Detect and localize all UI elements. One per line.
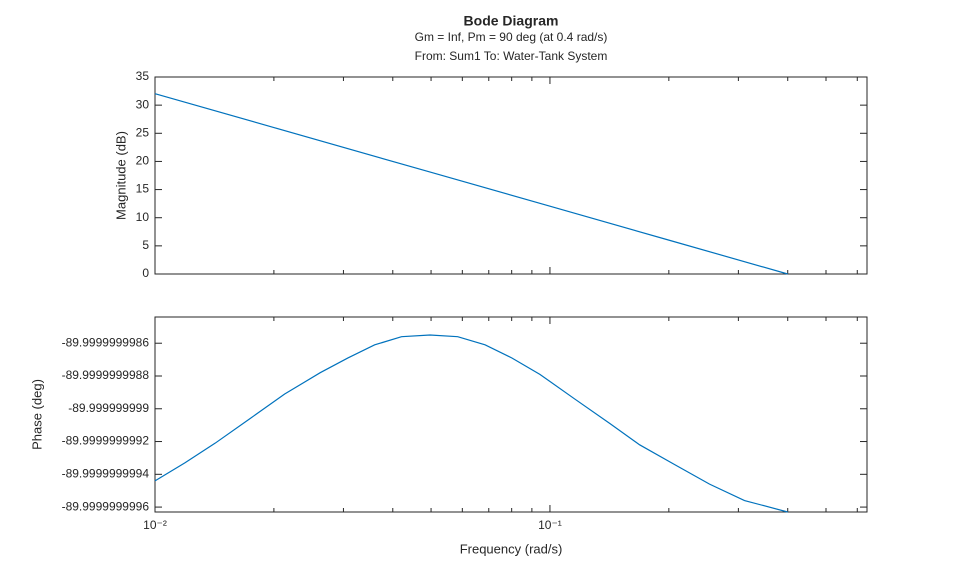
y-tick-label: -89.9999999992 [62, 434, 150, 448]
y-axis-label: Magnitude (dB) [113, 131, 128, 220]
y-tick-label: 0 [142, 266, 149, 280]
y-tick-label: 10 [136, 210, 150, 224]
y-tick-label: -89.9999999996 [62, 499, 150, 513]
y-tick-label: 15 [136, 182, 150, 196]
chart-subtitle: Gm = Inf, Pm = 90 deg (at 0.4 rad/s) [415, 30, 608, 44]
y-tick-label: 5 [142, 238, 149, 252]
y-axis-label: Phase (deg) [29, 379, 44, 450]
y-tick-label: -89.9999999986 [62, 335, 150, 349]
x-tick-label: 10⁻² [143, 518, 167, 532]
y-tick-label: 25 [136, 125, 150, 139]
chart-title: Bode Diagram [464, 13, 559, 29]
y-tick-label: -89.999999999 [68, 401, 149, 415]
x-tick-label: 10⁻¹ [538, 518, 562, 532]
y-tick-label: -89.9999999994 [62, 466, 150, 480]
plot-frame [154, 316, 868, 513]
series-line [154, 93, 788, 275]
y-tick-label: 30 [136, 97, 150, 111]
y-tick-label: 20 [136, 154, 150, 168]
x-axis-label: Frequency (rad/s) [460, 541, 563, 556]
io-annotation: From: Sum1 To: Water-Tank System [415, 49, 608, 63]
y-tick-label: -89.9999999988 [62, 368, 150, 382]
plot-frame [154, 76, 868, 275]
y-tick-label: 35 [136, 69, 150, 83]
series-line [154, 334, 788, 513]
